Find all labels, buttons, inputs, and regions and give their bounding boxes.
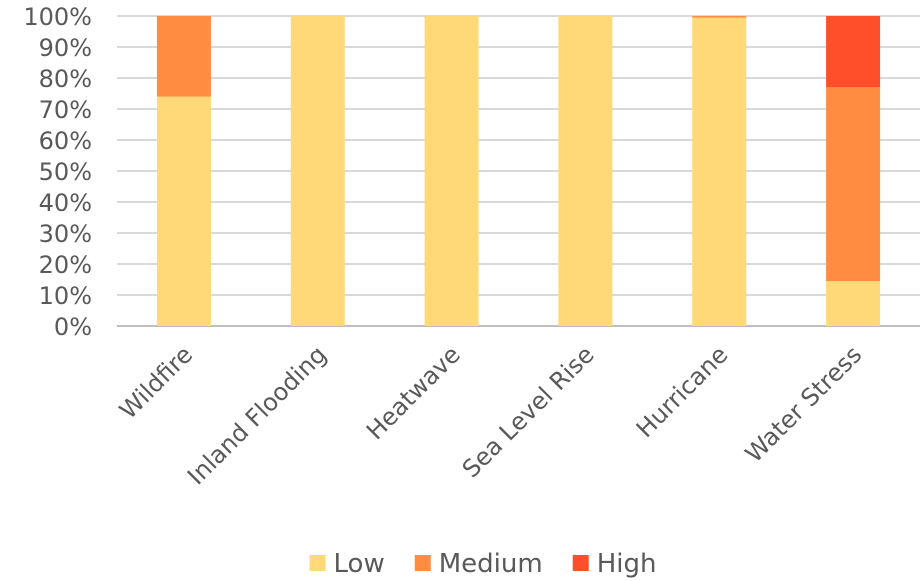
- x-category-label: Water Stress: [740, 340, 868, 468]
- bar-segment-medium: [826, 87, 881, 282]
- bar-segment-medium: [156, 16, 211, 97]
- y-tick-label: 60%: [39, 127, 92, 155]
- y-tick-label: 30%: [39, 220, 92, 248]
- legend-swatch-medium: [414, 555, 431, 571]
- legend-swatch-high: [572, 555, 589, 571]
- bar-segment-low: [692, 17, 747, 327]
- y-tick-label: 20%: [39, 251, 92, 279]
- bar-segment-low: [558, 16, 613, 326]
- y-tick-label: 80%: [39, 65, 92, 93]
- y-axis-tick-labels: 0% 10% 20% 30% 40% 50% 60% 70% 80% 90% 100%: [23, 3, 92, 341]
- bars: [156, 16, 881, 327]
- y-tick-label: 90%: [39, 34, 92, 62]
- bar-segment-low: [424, 16, 479, 326]
- legend-label-low: Low: [334, 549, 385, 579]
- x-category-label: Inland Flooding: [182, 340, 332, 490]
- x-category-label: Hurricane: [631, 340, 734, 443]
- y-tick-label: 50%: [39, 158, 92, 186]
- legend-label-high: High: [597, 549, 657, 579]
- y-tick-label: 40%: [39, 189, 92, 217]
- legend-label-medium: Medium: [439, 549, 543, 579]
- bar-segment-high: [826, 16, 881, 88]
- x-category-label: Heatwave: [361, 340, 466, 445]
- y-tick-label: 0%: [54, 313, 92, 341]
- x-category-label: Sea Level Rise: [457, 340, 600, 483]
- legend: Low Medium High: [309, 549, 657, 579]
- y-tick-label: 100%: [23, 3, 92, 31]
- bar-segment-low: [156, 96, 211, 326]
- bar-segment-medium: [692, 16, 747, 18]
- gridlines: [117, 15, 920, 327]
- y-tick-label: 10%: [39, 282, 92, 310]
- legend-swatch-low: [309, 555, 326, 571]
- bar-segment-low: [290, 16, 345, 326]
- x-category-label: Wildfire: [114, 340, 198, 424]
- bar-segment-low: [826, 281, 881, 326]
- y-tick-label: 70%: [39, 96, 92, 124]
